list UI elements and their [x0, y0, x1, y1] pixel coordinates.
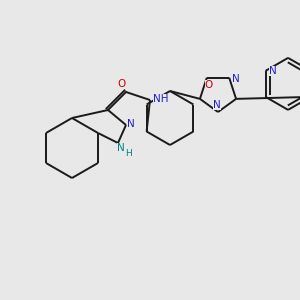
Text: N: N [127, 119, 135, 129]
Text: O: O [117, 79, 125, 89]
Text: N: N [213, 100, 221, 110]
Text: N: N [117, 143, 125, 153]
Text: N: N [269, 66, 276, 76]
Text: O: O [205, 80, 213, 90]
Text: N: N [232, 74, 240, 84]
Text: H: H [126, 148, 132, 158]
Text: NH: NH [153, 94, 169, 104]
